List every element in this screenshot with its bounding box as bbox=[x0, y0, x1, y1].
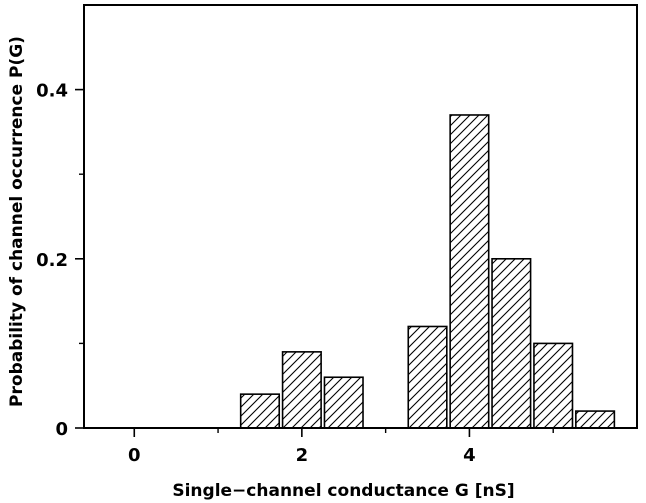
bars-group bbox=[239, 114, 616, 429]
y-tick-label: 0 bbox=[55, 419, 68, 440]
histogram-bar bbox=[323, 376, 364, 429]
histogram-bar bbox=[407, 325, 448, 429]
y-tick-label: 0.4 bbox=[36, 81, 68, 102]
y-tick-label: 0.2 bbox=[36, 250, 68, 271]
y-axis-label: Probability of channel occurrence P(G) bbox=[7, 36, 27, 407]
x-tick-label: 4 bbox=[463, 445, 476, 466]
histogram-bar bbox=[449, 114, 490, 429]
histogram-bar bbox=[533, 342, 574, 429]
histogram-bar bbox=[281, 351, 322, 429]
x-tick-label: 2 bbox=[296, 445, 309, 466]
x-axis-label: Single−channel conductance G [nS] bbox=[172, 481, 514, 501]
histogram-bar bbox=[239, 393, 281, 429]
x-tick-label: 0 bbox=[128, 445, 141, 466]
histogram-bar bbox=[491, 257, 532, 429]
plot-frame bbox=[83, 4, 638, 429]
ticks-group: 0 2 4 0 0.2 0.4 bbox=[36, 81, 554, 466]
histogram-bar bbox=[575, 410, 616, 429]
